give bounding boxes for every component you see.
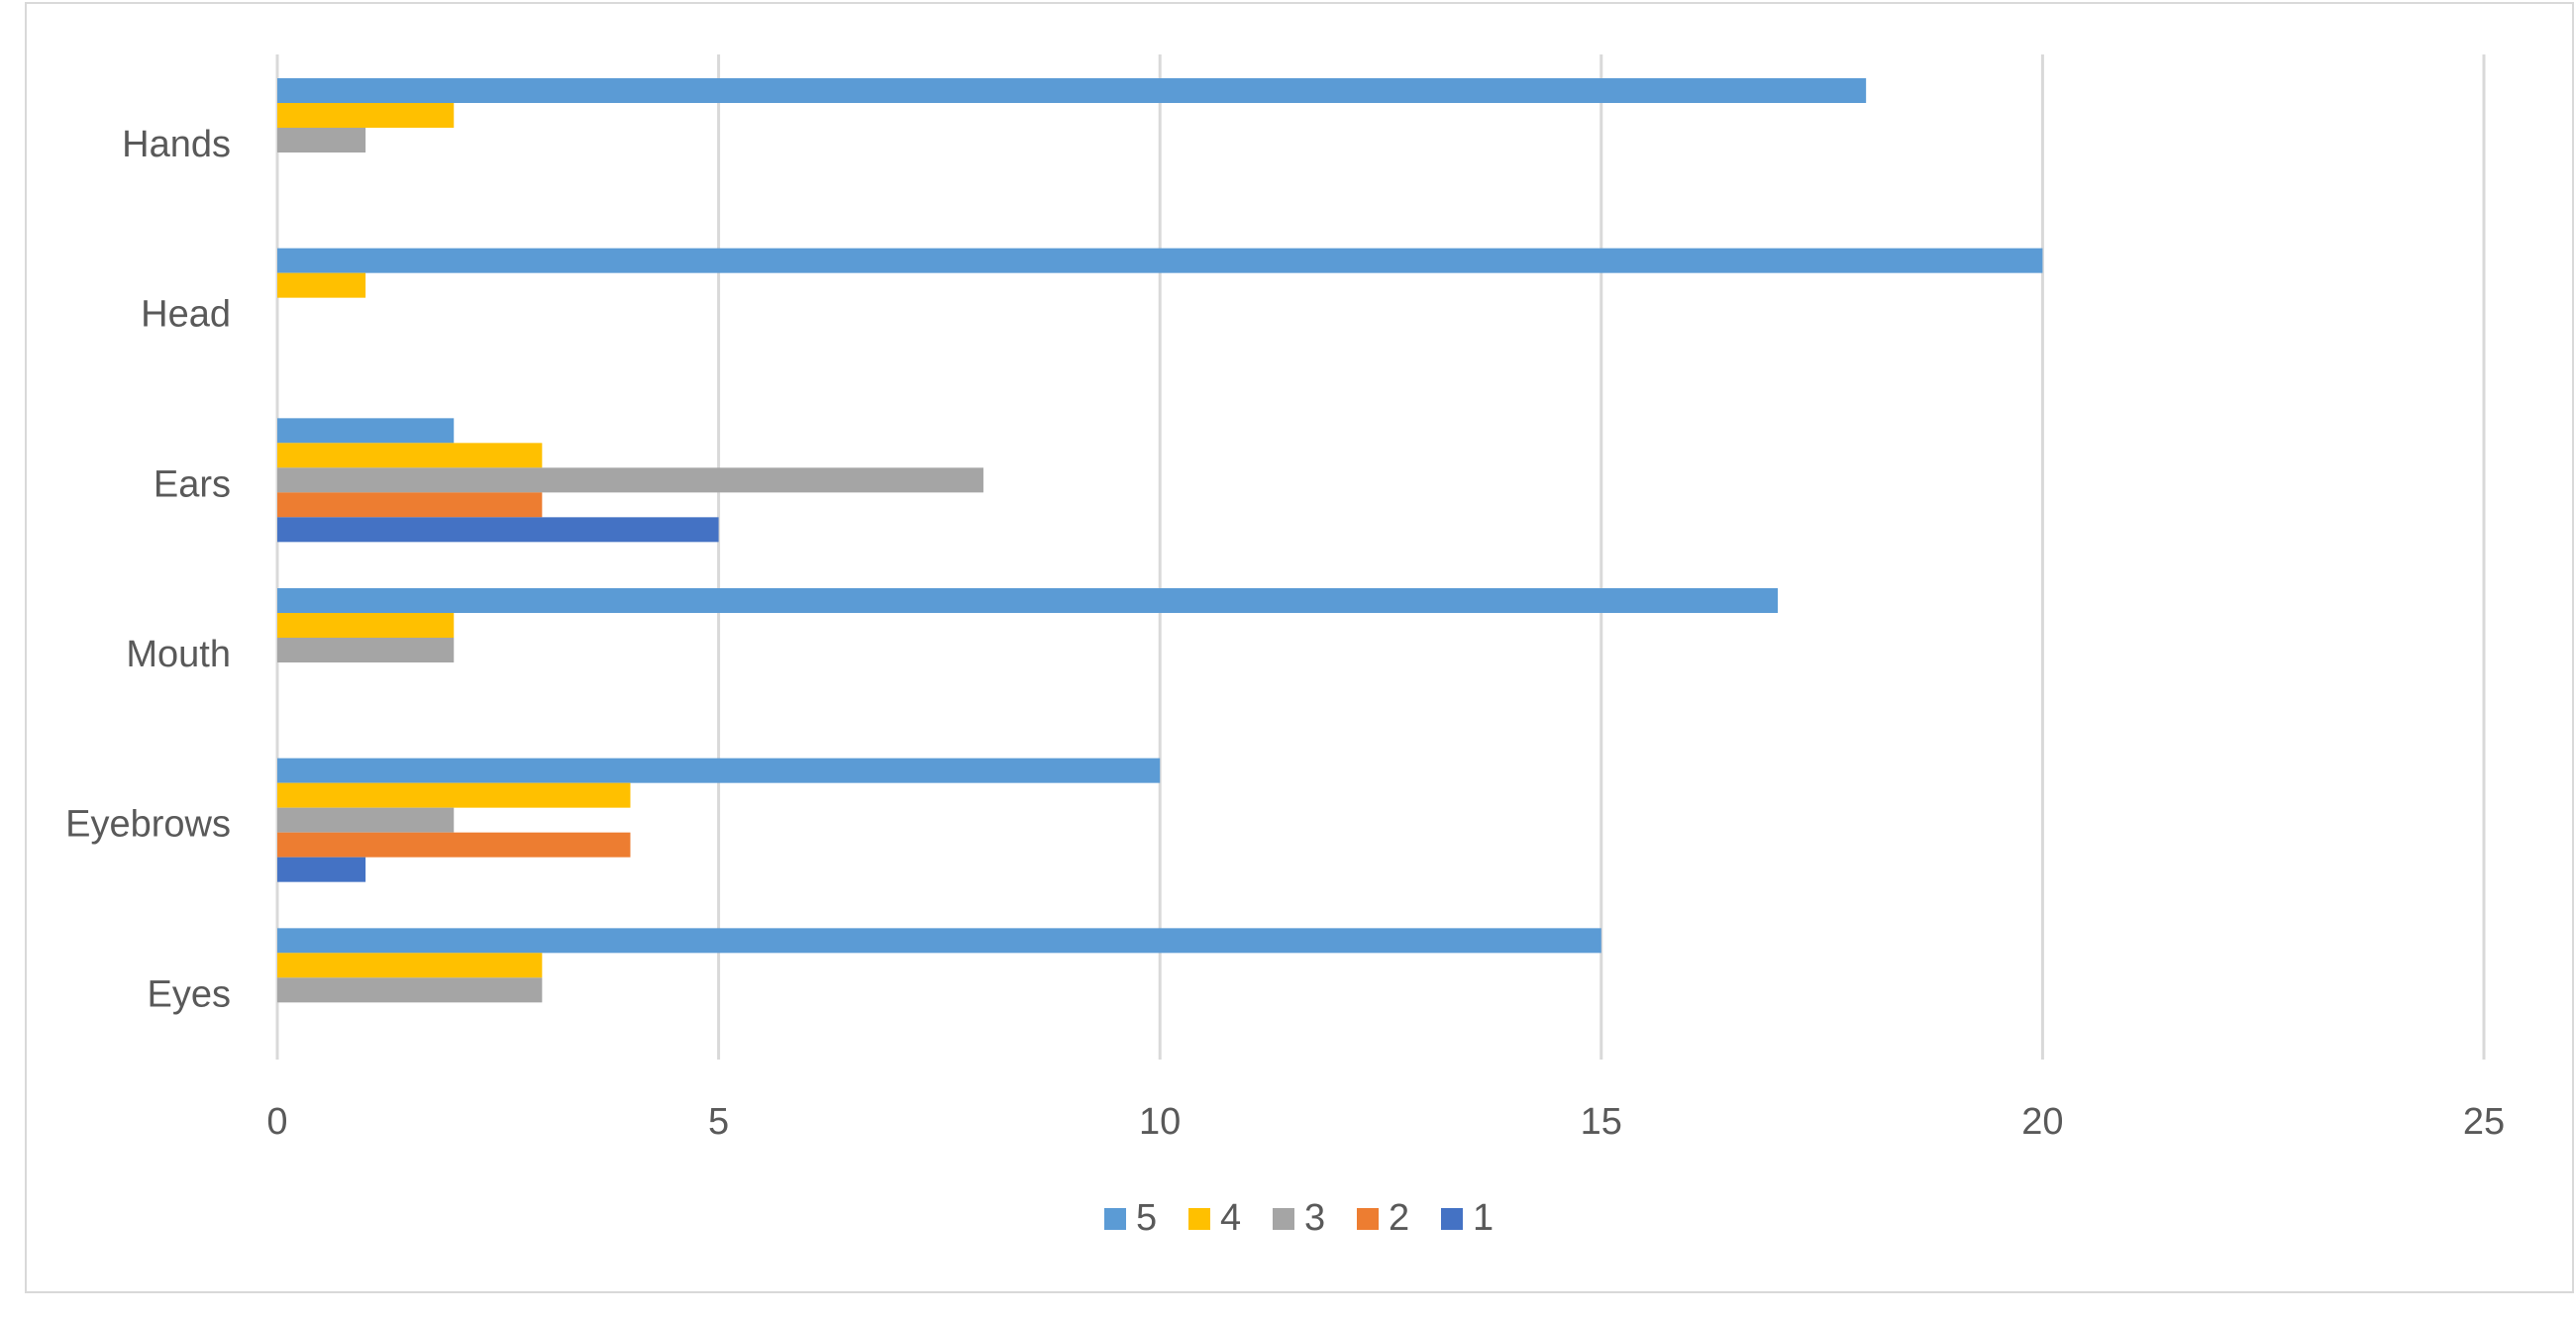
legend-swatch-2 — [1357, 1208, 1379, 1230]
category-label-hands: Hands — [122, 124, 231, 165]
x-tick-label: 20 — [2021, 1101, 2063, 1143]
bar-eyes-series-3 — [277, 977, 543, 1003]
category-labels: Eyes Eyebrows Mouth Ears Head Hands — [65, 124, 231, 1015]
legend: 5 4 3 2 1 — [1104, 1197, 1494, 1239]
bar-ears-series-4 — [277, 443, 543, 468]
bar-eyebrows-series-2 — [277, 832, 631, 858]
x-axis-ticks: 0 5 10 15 20 25 — [266, 1101, 2505, 1143]
x-tick-label: 10 — [1139, 1101, 1181, 1143]
bar-head-series-5 — [277, 248, 2043, 273]
category-label-eyes: Eyes — [148, 973, 231, 1015]
chart-border — [25, 2, 2574, 1293]
category-label-eyebrows: Eyebrows — [65, 804, 231, 846]
bar-mouth-series-3 — [277, 638, 455, 662]
legend-label-2: 2 — [1389, 1197, 1409, 1239]
bar-eyebrows-series-1 — [277, 857, 366, 882]
bar-hands-series-4 — [277, 103, 455, 128]
x-tick-label: 25 — [2463, 1101, 2505, 1143]
bars — [277, 78, 2043, 1003]
legend-swatch-1 — [1441, 1208, 1463, 1230]
bar-ears-series-3 — [277, 467, 983, 493]
bar-mouth-series-5 — [277, 588, 1779, 613]
bar-ears-series-2 — [277, 492, 543, 518]
legend-swatch-5 — [1104, 1208, 1126, 1230]
x-tick-label: 15 — [1581, 1101, 1622, 1143]
x-tick-label: 5 — [708, 1101, 729, 1143]
legend-swatch-4 — [1188, 1208, 1210, 1230]
category-label-head: Head — [141, 294, 231, 336]
bar-eyes-series-5 — [277, 928, 1601, 954]
bar-ears-series-5 — [277, 418, 455, 444]
bar-eyes-series-4 — [277, 953, 543, 978]
bar-eyebrows-series-3 — [277, 807, 455, 833]
bar-hands-series-5 — [277, 78, 1867, 103]
bar-eyebrows-series-5 — [277, 758, 1161, 783]
bar-hands-series-3 — [277, 128, 366, 152]
x-tick-label: 0 — [266, 1101, 287, 1143]
gridlines — [275, 54, 2486, 1060]
bar-mouth-series-4 — [277, 613, 455, 638]
legend-label-4: 4 — [1220, 1197, 1241, 1239]
bar-ears-series-1 — [277, 517, 719, 543]
category-label-ears: Ears — [154, 463, 231, 505]
legend-label-3: 3 — [1304, 1197, 1325, 1239]
bar-eyebrows-series-4 — [277, 782, 631, 808]
bar-head-series-4 — [277, 272, 366, 298]
legend-label-5: 5 — [1136, 1197, 1157, 1239]
category-label-mouth: Mouth — [126, 634, 231, 675]
legend-swatch-3 — [1273, 1208, 1294, 1230]
legend-label-1: 1 — [1473, 1197, 1494, 1239]
